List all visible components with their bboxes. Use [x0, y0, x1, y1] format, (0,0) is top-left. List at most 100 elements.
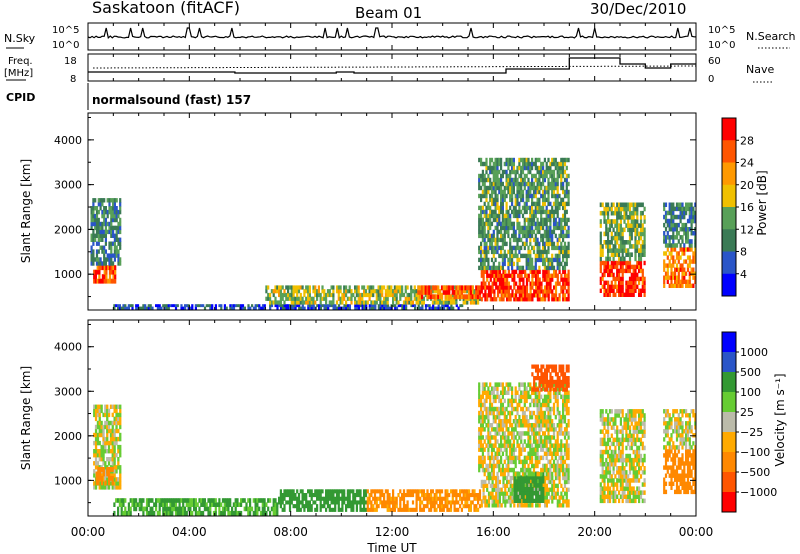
power-cell — [601, 276, 604, 282]
velocity-cell — [466, 504, 469, 509]
power-cell — [500, 273, 503, 278]
power-cell — [490, 193, 494, 199]
power-cell — [96, 265, 99, 271]
power-cell — [556, 245, 559, 251]
power-cell — [525, 265, 528, 271]
velocity-cell — [498, 463, 501, 469]
velocity-cell — [551, 483, 554, 488]
power-cell — [516, 209, 519, 215]
velocity-cell — [341, 489, 344, 494]
velocity-cell — [487, 390, 490, 395]
velocity-cell — [93, 481, 96, 486]
velocity-cell — [513, 498, 516, 503]
power-cell — [605, 280, 608, 285]
power-cell — [552, 257, 556, 263]
power-cell — [437, 300, 440, 305]
velocity-cell — [220, 502, 223, 507]
velocity-cell — [419, 489, 422, 494]
power-cell — [616, 223, 619, 228]
power-cell — [480, 185, 483, 191]
power-cell — [518, 237, 521, 243]
power-cell — [543, 201, 546, 207]
power-cell — [229, 306, 232, 310]
power-cell — [549, 233, 552, 239]
velocity-cell — [478, 493, 482, 498]
power-cell — [565, 281, 568, 286]
colorbar-tick-label: 28 — [740, 134, 754, 147]
power-cell — [679, 279, 682, 284]
power-cell — [494, 241, 497, 247]
velocity-cell — [519, 498, 522, 503]
velocity-cell — [393, 496, 396, 501]
power-cell — [607, 288, 610, 293]
power-cell — [560, 233, 563, 239]
power-cell — [296, 292, 299, 298]
power-cell — [502, 297, 505, 302]
power-cell — [363, 304, 366, 308]
power-cell — [560, 245, 563, 251]
power-cell — [612, 219, 615, 224]
power-cell — [599, 223, 602, 228]
velocity-cell — [94, 449, 98, 454]
power-cell — [487, 221, 490, 227]
power-cell — [503, 213, 506, 219]
velocity-cell — [437, 496, 440, 501]
velocity-cell — [531, 475, 534, 480]
power-cell — [625, 206, 628, 212]
velocity-cell — [191, 502, 194, 507]
power-cell — [136, 304, 140, 308]
velocity-cell — [113, 453, 116, 458]
velocity-cell — [281, 493, 284, 498]
power-cell — [142, 304, 145, 308]
power-cell — [494, 225, 497, 231]
power-cell — [639, 219, 643, 224]
velocity-cell — [98, 440, 101, 446]
power-cell — [500, 225, 503, 231]
power-cell — [399, 304, 402, 308]
power-cell — [95, 241, 99, 246]
power-cell — [309, 304, 312, 308]
velocity-cell — [468, 504, 471, 509]
power-cell — [543, 229, 546, 235]
power-cell — [614, 206, 617, 212]
power-cell — [628, 260, 632, 266]
power-cell — [103, 206, 106, 211]
velocity-cell — [240, 510, 243, 516]
velocity-cell — [497, 495, 500, 500]
power-cell — [500, 189, 503, 195]
power-cell — [482, 269, 485, 274]
velocity-cell — [247, 506, 250, 512]
velocity-cell — [96, 453, 100, 458]
power-cell — [497, 293, 500, 298]
velocity-cell — [330, 500, 333, 505]
power-cell — [525, 173, 528, 179]
power-cell — [345, 285, 348, 290]
power-cell — [287, 296, 290, 301]
freq-tick-18: 18 — [64, 56, 77, 67]
power-cell — [560, 289, 563, 294]
power-cell — [92, 217, 95, 223]
power-cell — [119, 225, 122, 231]
power-cell — [686, 206, 690, 212]
power-cell — [207, 304, 210, 308]
velocity-cell — [457, 500, 460, 505]
velocity-cell — [524, 487, 527, 492]
power-cell — [288, 296, 292, 301]
power-cell — [551, 253, 554, 259]
power-cell — [483, 161, 486, 167]
power-cell — [545, 289, 548, 294]
velocity-cell — [359, 507, 362, 512]
velocity-cell — [413, 507, 416, 512]
power-cell — [614, 223, 617, 228]
velocity-cell — [524, 483, 527, 488]
power-cell — [297, 296, 301, 301]
velocity-cell — [388, 504, 391, 509]
velocity-cell — [104, 480, 107, 486]
power-cell — [630, 264, 633, 270]
velocity-cell — [119, 432, 122, 438]
velocity-cell — [100, 449, 103, 454]
power-cell — [489, 273, 492, 278]
velocity-cell — [366, 489, 369, 494]
power-cell — [108, 221, 111, 227]
power-cell — [103, 245, 106, 250]
